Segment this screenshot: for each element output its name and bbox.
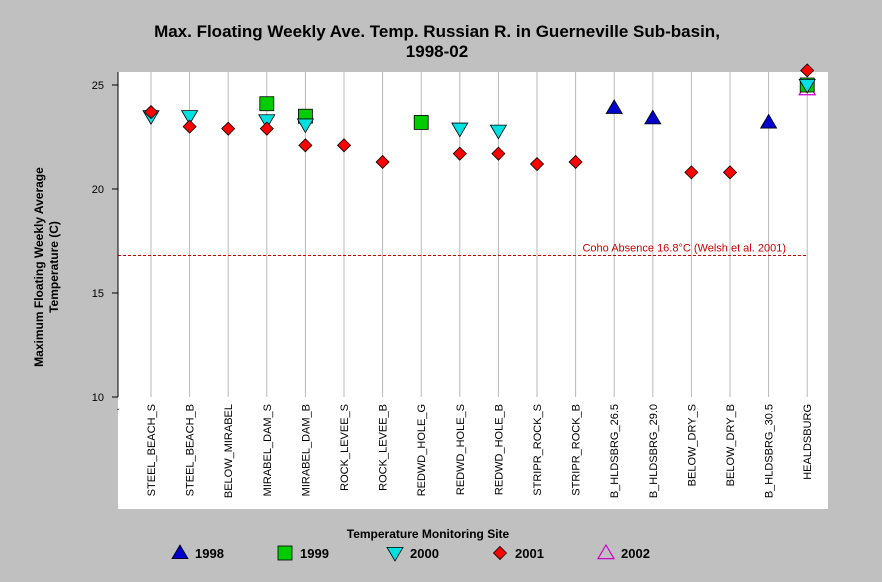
reference-line-group: Coho Absence 16.8°C (Welsh et al. 2001) bbox=[118, 243, 808, 257]
x-tick-label-below-mirabel: BELOW_MIRABEL bbox=[223, 404, 235, 498]
x-tick-label-steel-beach-b: STEEL_BEACH_B bbox=[185, 404, 197, 496]
point-2000-mirabel-dam-b bbox=[296, 118, 315, 134]
point-2001-stripr-rock-s bbox=[529, 156, 545, 172]
legend-label-2002: 2002 bbox=[621, 546, 650, 561]
x-tick-label-rock-levee-s: ROCK_LEVEE_S bbox=[339, 404, 351, 491]
y-axis-ticks: 10 15 20 25 bbox=[92, 80, 118, 404]
point-1998-b-hldsbrg-29-0 bbox=[644, 109, 662, 125]
x-tick-label-steel-beach-s: STEEL_BEACH_S bbox=[146, 404, 158, 496]
data-markers bbox=[142, 63, 817, 180]
legend-label-2000: 2000 bbox=[410, 546, 439, 561]
x-tick-label-redwd-hole-s: REDWD_HOLE_S bbox=[455, 404, 467, 495]
x-tick-label-stripr-rock-s: STRIPR_ROCK_S bbox=[532, 404, 544, 496]
point-2001-below-dry-b bbox=[722, 165, 738, 180]
point-2001-below-dry-s bbox=[684, 165, 699, 180]
point-2001-steel-beach-s bbox=[143, 104, 159, 120]
point-2000-steel-beach-b bbox=[180, 110, 199, 125]
point-2001-mirabel-dam-s bbox=[259, 121, 274, 136]
x-tick-label-below-dry-s: BELOW_DRY_S bbox=[686, 404, 698, 486]
point-2001-healdsburg bbox=[800, 63, 815, 78]
plot-area bbox=[118, 72, 828, 509]
x-tick-label-redwd-hole-b: REDWD_HOLE_B bbox=[493, 404, 505, 495]
point-1999-redwd-hole-g bbox=[413, 115, 429, 130]
point-1998-b-hldsbrg-30-5 bbox=[759, 113, 778, 129]
point-1998-b-hldsbrg-26-5 bbox=[605, 99, 623, 114]
coho-absence-label: Coho Absence 16.8°C (Welsh et al. 2001) bbox=[582, 243, 786, 255]
x-tick-label-redwd-hole-g: REDWD_HOLE_G bbox=[416, 404, 428, 496]
point-1999-mirabel-dam-s bbox=[259, 96, 275, 112]
x-tick-label-healdsburg: HEALDSBURG bbox=[802, 404, 814, 480]
point-2001-mirabel-dam-b bbox=[298, 138, 313, 153]
x-tick-label-below-dry-b: BELOW_DRY_B bbox=[725, 404, 737, 486]
point-2001-rock-levee-s bbox=[336, 138, 352, 153]
legend-marker-2002 bbox=[596, 543, 616, 560]
point-2001-redwd-hole-b bbox=[491, 146, 506, 161]
x-tick-label-b-hldsbrg-26-5: B_HLDSBRG_26.5 bbox=[609, 404, 621, 498]
x-tick-label-stripr-rock-b: STRIPR_ROCK_B bbox=[571, 404, 583, 496]
x-axis-start-tick: . bbox=[116, 401, 119, 413]
x-axis-tick-labels: STEEL_BEACH_S STEEL_BEACH_B BELOW_MIRABEL M… bbox=[146, 404, 814, 498]
legend-label-2001: 2001 bbox=[515, 546, 544, 561]
y-tick-label-25: 25 bbox=[92, 80, 104, 92]
point-2001-redwd-hole-s bbox=[452, 146, 467, 161]
legend-marker-1998 bbox=[171, 544, 189, 559]
y-axis-title-line2: Temperature (C) bbox=[47, 221, 61, 313]
y-axis-title-line1: Maximum Floating Weekly Average bbox=[32, 167, 46, 367]
point-2000-mirabel-dam-s bbox=[258, 114, 276, 130]
legend-marker-2001 bbox=[492, 545, 508, 561]
x-tick-label-b-hldsbrg-30-5: B_HLDSBRG_30.5 bbox=[764, 404, 776, 498]
point-2000-redwd-hole-b bbox=[489, 124, 508, 140]
point-2001-stripr-rock-b bbox=[568, 154, 583, 170]
point-2001-below-mirabel bbox=[221, 121, 236, 136]
x-tick-label-b-hldsbrg-29-0: B_HLDSBRG_29.0 bbox=[648, 404, 660, 498]
point-2001-rock-levee-b bbox=[375, 154, 390, 170]
y-tick-label-15: 15 bbox=[92, 288, 104, 300]
y-tick-label-10: 10 bbox=[92, 392, 104, 404]
point-2001-steel-beach-b bbox=[182, 119, 197, 134]
chart-title-line2: 1998-02 bbox=[406, 42, 468, 61]
point-2000-healdsburg bbox=[798, 79, 816, 94]
x-tick-label-mirabel-dam-s: MIRABEL_DAM_S bbox=[262, 404, 274, 496]
x-axis-title: Temperature Monitoring Site bbox=[347, 527, 510, 541]
legend-label-1998: 1998 bbox=[195, 546, 224, 561]
x-tick-label-rock-levee-b: ROCK_LEVEE_B bbox=[378, 404, 390, 491]
legend-label-1999: 1999 bbox=[300, 546, 329, 561]
y-tick-label-20: 20 bbox=[92, 184, 104, 196]
point-2000-redwd-hole-s bbox=[451, 122, 469, 138]
x-tick-label-mirabel-dam-b: MIRABEL_DAM_B bbox=[300, 404, 312, 496]
legend: 1998 1999 2000 2001 2002 bbox=[171, 543, 650, 562]
legend-marker-2000 bbox=[386, 547, 404, 562]
chart-title-line1: Max. Floating Weekly Ave. Temp. Russian … bbox=[154, 22, 720, 41]
legend-marker-1999 bbox=[277, 545, 293, 561]
